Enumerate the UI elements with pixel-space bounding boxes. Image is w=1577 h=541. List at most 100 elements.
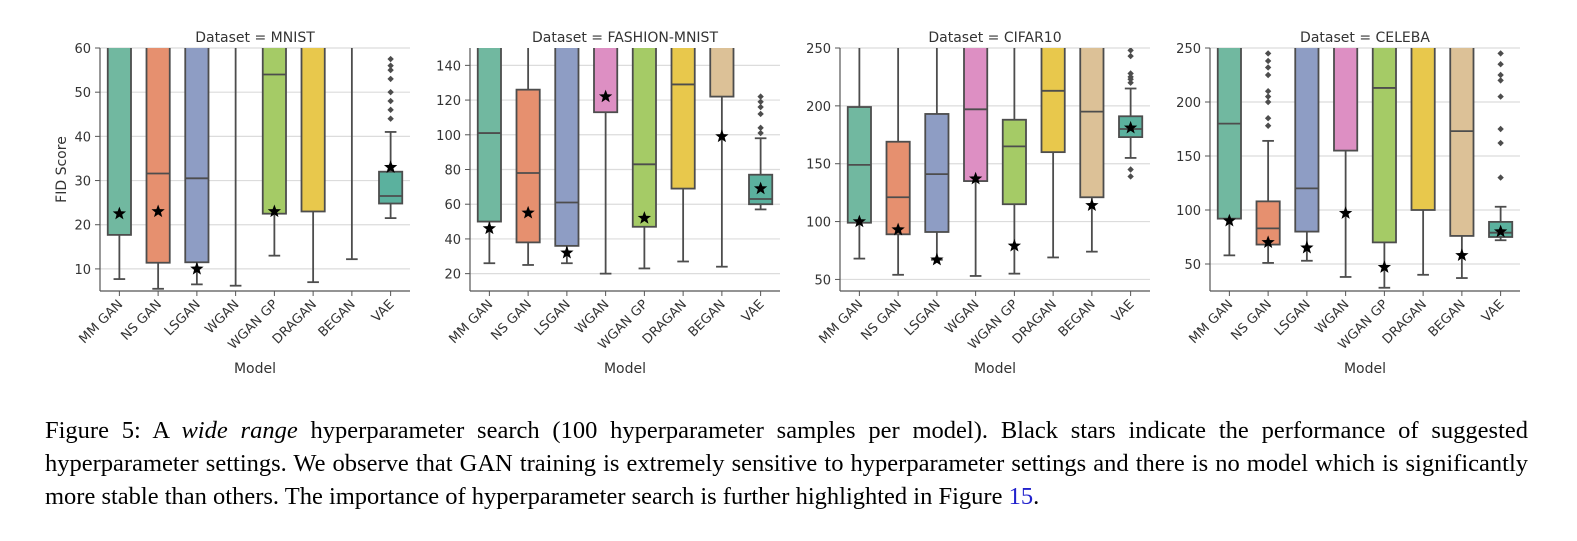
suggested-star [112,206,127,220]
x-tick-label: NS GAN [858,297,905,344]
chart-title: Dataset = CIFAR10 [928,30,1061,46]
box [924,113,950,233]
suggested-star [482,221,497,235]
suggested-star [267,204,282,218]
y-axis-label: FID Score [54,136,70,203]
outlier [387,75,394,83]
outlier [387,55,394,63]
outlier [1127,48,1134,54]
outlier [1497,77,1504,84]
suggested-star [1338,206,1353,219]
outlier [1127,70,1134,77]
box [670,48,696,190]
box [300,48,326,213]
box [963,48,989,182]
suggested-star [1493,224,1508,238]
suggested-star [852,214,867,228]
outlier [387,97,394,105]
suggested-star [891,222,905,236]
x-tick-label: NS GAN [118,297,165,344]
box [885,140,911,236]
suggested-star [637,211,652,224]
x-tick-label: LSGAN [162,297,204,339]
outlier [757,103,764,111]
box [1333,48,1359,152]
outlier [1264,88,1272,95]
y-tick-label: 40 [444,233,461,248]
y-tick-label: 10 [74,263,91,278]
suggested-star [1300,240,1314,254]
box [709,48,735,98]
y-tick-label: 50 [814,273,831,288]
outlier [1264,50,1272,57]
x-tick-label: BEGAN [316,297,359,340]
caption-text: hyperparameter search (100 hyperparamete… [45,417,1529,510]
outlier [387,115,394,122]
x-axis-label: Model [234,361,276,377]
caption-end: . [1033,483,1040,510]
outlier [1127,166,1134,173]
y-tick-label: 200 [1176,96,1201,111]
y-tick-label: 140 [436,59,461,74]
plot-area [846,6,1144,277]
outlier [1497,93,1504,100]
x-tick-label: MM GAN [817,297,867,347]
outlier [1497,50,1504,57]
suggested-star [930,252,944,266]
suggested-star [1455,248,1469,262]
suggested-star [190,261,204,275]
box [1079,48,1105,199]
y-tick-label: 60 [74,42,91,57]
box [378,170,404,205]
y-tick-label: 200 [806,100,831,115]
x-axis-label: Model [974,361,1016,377]
suggested-star [1007,238,1022,252]
y-tick-label: 250 [1176,42,1201,57]
y-tick-label: 100 [436,129,461,144]
box [1001,118,1027,206]
suggested-star [715,129,729,143]
y-tick-label: 20 [444,268,461,283]
chart-title: Dataset = MNIST [195,30,315,46]
caption-text: A [152,417,169,444]
box [1449,48,1475,237]
outlier [757,93,764,100]
box [1040,48,1066,154]
outlier [1264,115,1272,122]
suggested-star [1416,9,1429,22]
x-tick-label: MM GAN [447,297,497,347]
x-tick-label: VAE [739,297,767,325]
outlier [757,124,764,132]
suggested-star [1222,213,1237,227]
y-tick-label: 250 [806,42,831,57]
chart-title: Dataset = FASHION-MNIST [532,30,718,46]
x-tick-label: LSGAN [1272,297,1314,339]
chart-title: Dataset = CELEBA [1300,30,1430,46]
suggested-star [1261,235,1275,249]
outlier [1127,173,1134,180]
x-axis-label: Model [1344,361,1386,377]
suggested-star [151,204,165,218]
outlier [1127,73,1134,81]
outlier [757,129,764,137]
x-tick-label: BEGAN [686,297,729,340]
outlier [1497,61,1504,68]
suggested-star [1046,6,1059,19]
box [1294,48,1320,233]
box [593,48,619,114]
box [476,48,502,223]
suggested-star [753,181,768,195]
figure-ref[interactable]: 15 [1008,483,1034,510]
outlier [1127,52,1134,60]
outlier [387,88,394,96]
outlier [1264,71,1272,79]
x-tick-label: VAE [1479,297,1507,325]
y-tick-label: 40 [74,130,91,145]
box [1410,48,1436,211]
x-tick-label: VAE [1109,297,1137,325]
caption-emphasis: wide range [181,417,298,444]
x-tick-label: NS GAN [1228,297,1275,344]
